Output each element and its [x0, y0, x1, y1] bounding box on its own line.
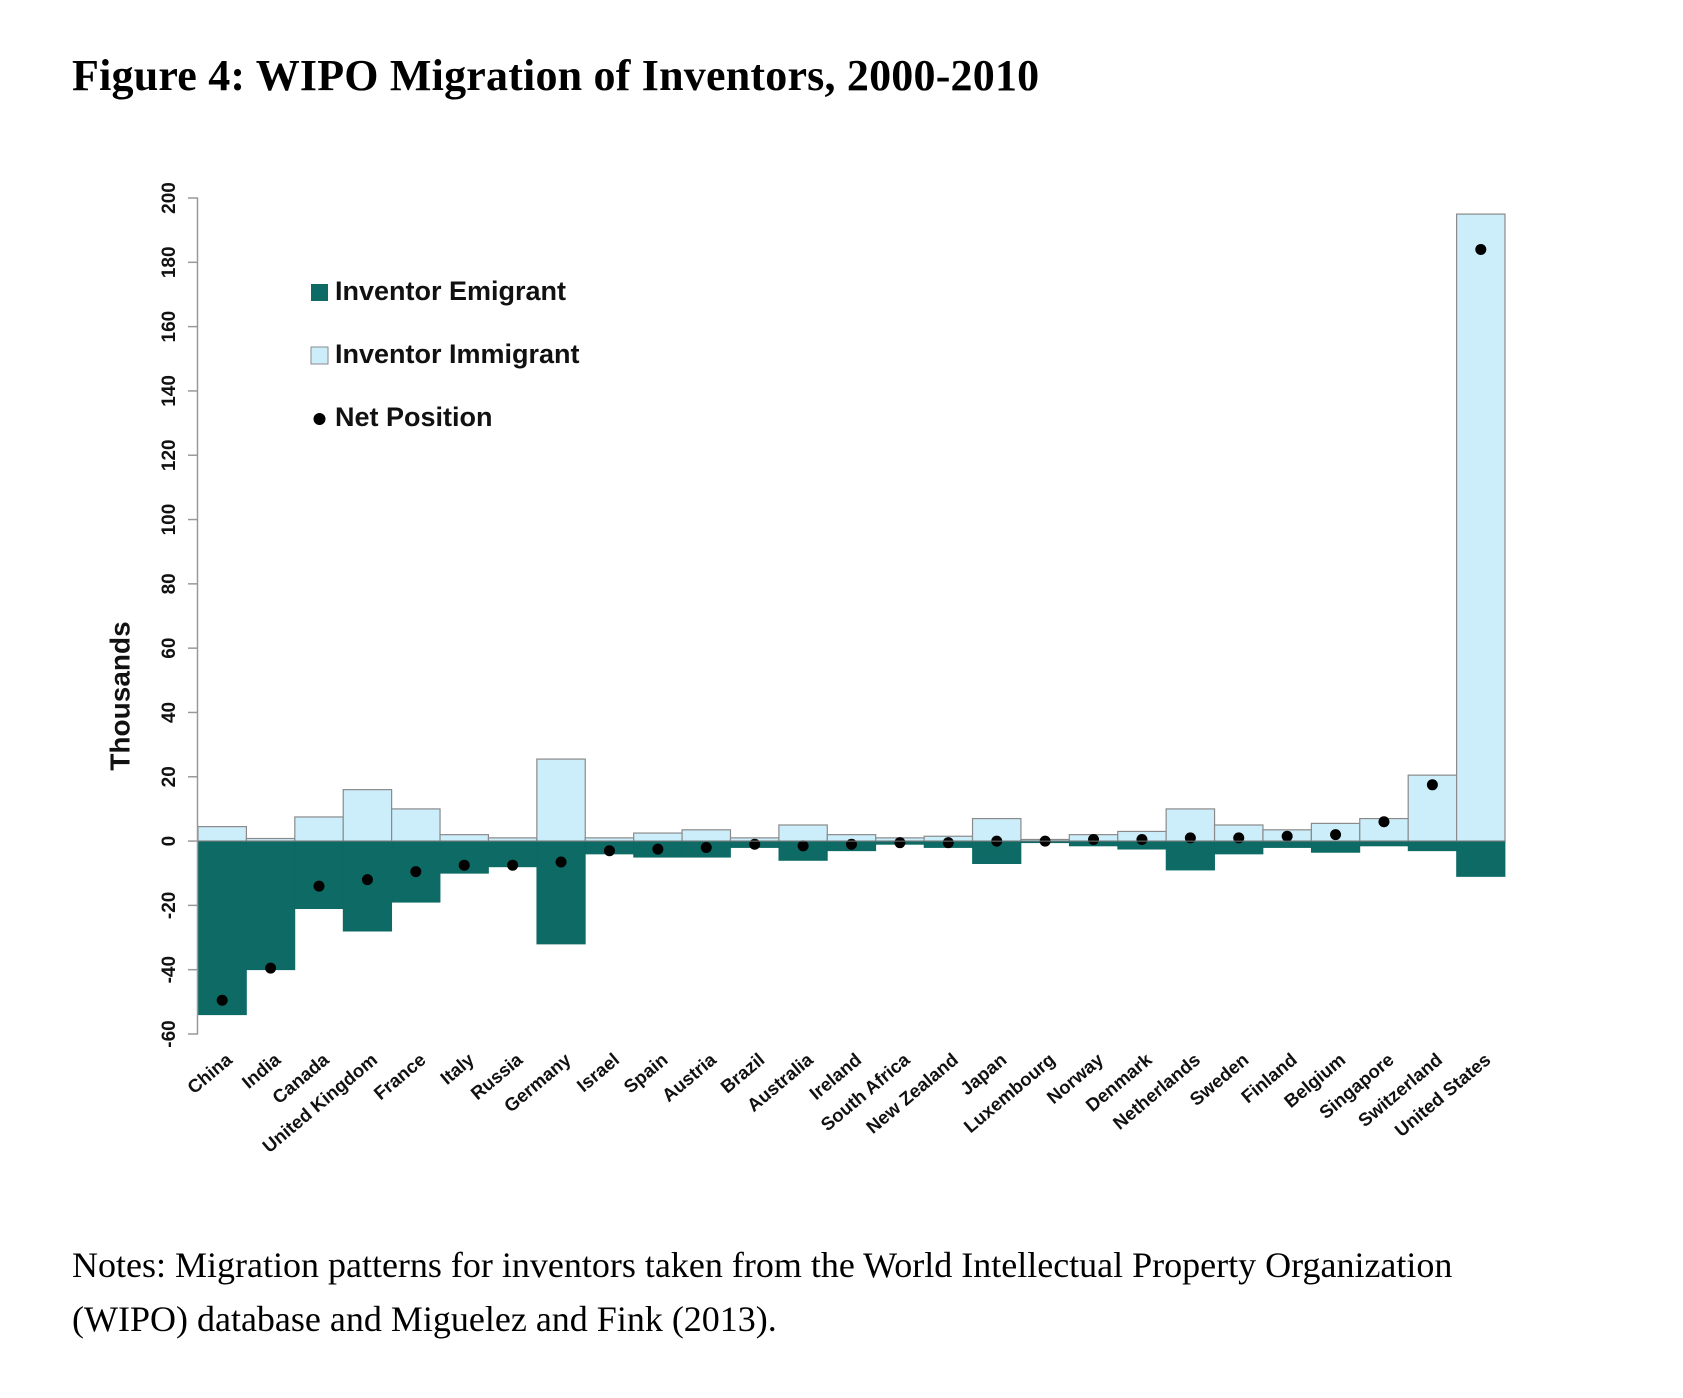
- y-tick-label: -40: [159, 956, 180, 983]
- y-tick-label: 180: [159, 246, 180, 278]
- net-position-point: [313, 880, 325, 892]
- net-position-point: [1281, 830, 1293, 842]
- emigrant-bar: [342, 840, 393, 932]
- net-position-point: [1233, 832, 1245, 844]
- legend-swatch-emigrant: [311, 284, 328, 301]
- x-tick-label: Austria: [658, 1048, 721, 1106]
- y-tick-label: 80: [159, 573, 180, 594]
- emigrant-bar: [246, 840, 296, 971]
- net-position-point: [797, 840, 809, 852]
- net-position-point: [458, 859, 470, 871]
- x-tick-label: France: [370, 1049, 430, 1104]
- emigrant-bar: [1310, 840, 1361, 853]
- y-tick-label: 100: [159, 504, 180, 536]
- y-tick-label: -20: [159, 892, 180, 919]
- net-position-point: [507, 859, 519, 871]
- net-position-point: [410, 866, 422, 878]
- emigrant-bar: [1165, 840, 1215, 871]
- net-position-point: [942, 837, 954, 849]
- notes-line-1: Notes: Migration patterns for inventors …: [72, 1245, 1453, 1285]
- net-position-point: [1088, 833, 1100, 845]
- emigrant-bar: [1359, 840, 1409, 847]
- net-position-point: [749, 838, 761, 850]
- net-position-point: [1475, 243, 1487, 255]
- net-position-point: [1184, 832, 1196, 844]
- legend-label-immigrant: Inventor Immigrant: [335, 339, 580, 369]
- immigrant-bar: [536, 758, 586, 842]
- y-tick-label: 160: [159, 311, 180, 343]
- net-position-point: [265, 962, 277, 974]
- y-tick-label: 60: [159, 638, 180, 659]
- y-tick-label: 40: [159, 702, 180, 723]
- net-position-point: [603, 845, 615, 857]
- immigrant-bar: [778, 824, 828, 842]
- immigrant-bar: [342, 789, 393, 842]
- net-position-point: [216, 994, 228, 1006]
- legend-label-emigrant: Inventor Emigrant: [335, 276, 566, 306]
- immigrant-bar: [1455, 213, 1506, 842]
- emigrant-bar: [197, 840, 247, 1016]
- immigrant-bar: [391, 808, 441, 842]
- net-position-point: [1426, 779, 1438, 791]
- y-tick-label: 140: [159, 375, 180, 407]
- y-tick-label: 120: [159, 439, 180, 471]
- y-tick-label: 20: [159, 766, 180, 787]
- y-tick-label: 0: [159, 836, 180, 847]
- legend-swatch-net: [313, 413, 326, 425]
- net-position-point: [1378, 816, 1390, 828]
- chart-area: -60 -40 -20 0 20 40 60 80 100 120 140 160 180 200 Thou…: [0, 150, 1683, 1230]
- net-position-point: [1330, 829, 1342, 841]
- net-position-point: [700, 842, 712, 854]
- figure-notes: Notes: Migration patterns for inventors …: [72, 1238, 1632, 1346]
- emigrant-bar: [1456, 840, 1506, 877]
- immigrant-bar: [439, 834, 490, 842]
- immigrant-bar: [681, 829, 732, 842]
- emigrant-bar: [294, 840, 344, 910]
- figure-title: Figure 4: WIPO Migration of Inventors, 2…: [72, 51, 1040, 100]
- bar-chart: -60 -40 -20 0 20 40 60 80 100 120 140 160 180 200 Thou…: [104, 182, 1506, 1157]
- y-axis-title: Thousands: [104, 621, 135, 770]
- net-position-point: [894, 837, 906, 849]
- emigrant-bar: [1407, 840, 1457, 852]
- x-tick-label: Israel: [573, 1049, 624, 1096]
- net-position-point: [652, 843, 664, 855]
- emigrant-bar: [1262, 840, 1312, 848]
- legend-swatch-immigrant: [310, 346, 329, 365]
- net-position-point: [846, 838, 857, 850]
- y-tick-label: 200: [159, 182, 180, 214]
- legend-label-net: Net Position: [335, 402, 493, 432]
- notes-line-2: (WIPO) database and Miguelez and Fink (2…: [72, 1299, 777, 1339]
- net-position-point: [555, 856, 567, 868]
- immigrant-bar: [633, 832, 683, 842]
- net-position-point: [1136, 833, 1148, 845]
- x-tick-label: China: [183, 1048, 236, 1098]
- immigrant-bar: [197, 826, 248, 842]
- immigrant-bar: [294, 816, 344, 842]
- net-position-point: [361, 874, 373, 886]
- y-tick-label: -60: [159, 1020, 180, 1047]
